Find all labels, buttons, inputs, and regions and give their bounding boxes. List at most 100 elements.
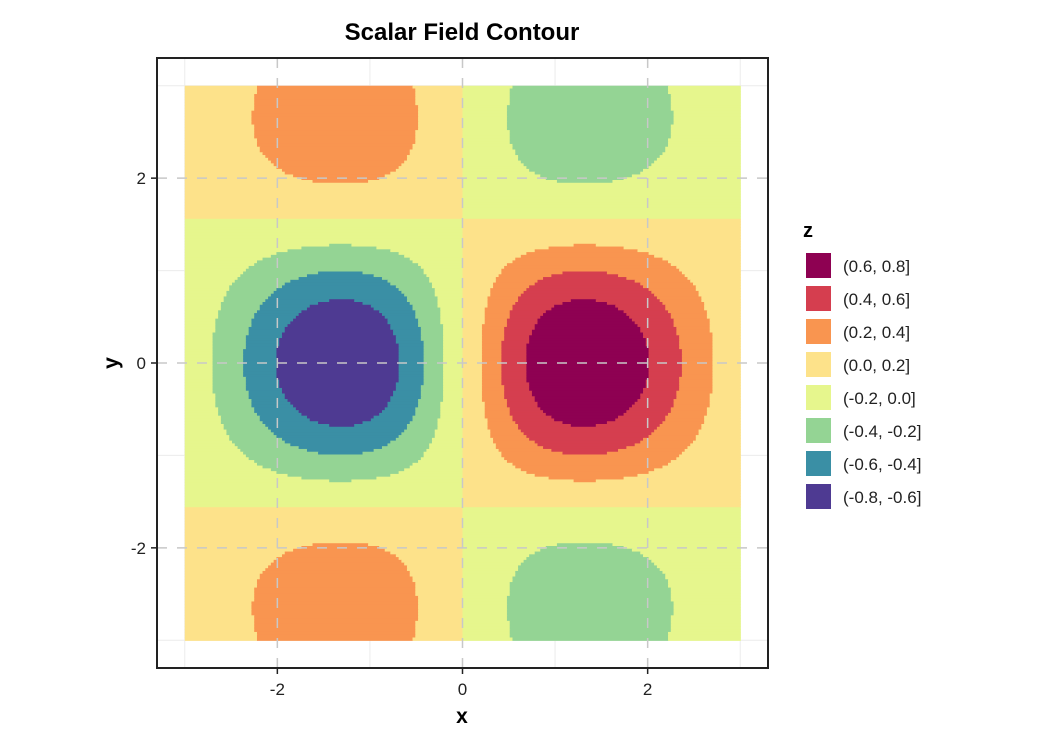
contour-cell [431,285,464,289]
contour-cell [681,351,714,356]
contour-cell [254,615,419,619]
contour-cell [276,371,400,375]
contour-cell [184,404,216,408]
contour-cell [462,379,483,384]
contour-cell [184,460,255,464]
contour-cell [443,343,464,347]
contour-cell [562,421,608,425]
contour-cell [184,446,239,450]
contour-cell [184,174,294,178]
contour-cell [273,432,402,436]
contour-cell [626,410,672,414]
contour-cell [251,110,419,115]
contour-cell [556,543,614,547]
contour-cell [290,279,389,284]
contour-cell [248,396,286,400]
contour-cell [709,321,741,325]
contour-cell [184,252,278,256]
contour-cell [398,363,425,367]
contour-cell [462,554,530,558]
contour-cell [462,213,741,217]
contour-cell [443,387,464,392]
contour-cell [309,304,372,309]
contour-cell [487,418,514,422]
contour-cell [712,379,741,384]
contour-cell [254,410,300,414]
contour-cell [679,268,741,273]
contour-cell [623,310,669,314]
contour-cell [526,371,650,375]
contour-cell [184,399,216,403]
contour-cell [259,418,311,422]
contour-cell [481,335,505,339]
contour-cell [415,310,441,314]
contour-cell [184,282,233,286]
contour-cell [501,363,527,367]
contour-cell [373,415,414,420]
contour-cell [251,321,291,325]
contour-cell [237,277,300,281]
y-tick-label: 2 [137,169,146,188]
contour-cell [462,518,741,522]
contour-cell [462,543,558,547]
legend-label: (0.4, 0.6] [843,290,910,309]
contour-cell [393,329,422,334]
contour-cell [462,246,550,250]
contour-cell [462,265,505,270]
contour-cell [534,282,641,286]
contour-cell [487,421,516,425]
contour-cell [306,415,375,420]
chart-title: Scalar Field Contour [345,19,580,46]
contour-cell [634,401,675,406]
contour-cell [462,615,508,619]
contour-cell [637,324,675,328]
contour-cell [412,415,441,420]
contour-cell [212,382,247,386]
contour-cell [670,94,741,98]
contour-cell [251,113,419,117]
contour-cell [462,496,741,500]
contour-cell [681,368,714,372]
contour-cell [440,410,464,414]
contour-cell [462,227,741,231]
contour-cell [395,387,422,392]
contour-cell [612,543,741,547]
contour-cell [212,349,244,353]
contour-cell [695,288,741,292]
contour-cell [368,543,464,547]
contour-cell [226,290,275,295]
contour-cell [184,202,464,206]
contour-cell [648,349,683,353]
contour-cell [545,412,625,417]
contour-cell [184,562,272,567]
contour-cell [184,429,228,433]
contour-cell [212,351,244,356]
contour-cell [184,127,255,131]
contour-cell [512,304,555,309]
contour-cell [415,130,464,134]
contour-cell [401,432,436,436]
contour-cell [462,529,741,533]
contour-cell [420,457,464,461]
contour-cell [681,360,714,364]
contour-cell [523,432,652,436]
contour-cell [387,321,419,325]
contour-cell [184,216,464,220]
contour-cell [484,318,508,323]
contour-cell [712,349,741,353]
contour-cell [462,432,491,436]
contour-cell [184,363,214,367]
contour-cell [462,626,511,630]
contour-cell [443,399,464,403]
contour-cell [390,399,419,403]
contour-cell [412,637,464,641]
contour-cell [409,465,464,469]
contour-cell [418,595,464,600]
contour-cell [501,379,527,384]
contour-cell [612,180,741,184]
contour-cell [318,271,364,275]
contour-cell [462,296,489,300]
contour-cell [184,277,239,281]
contour-cell [245,379,280,384]
contour-cell [301,310,380,314]
